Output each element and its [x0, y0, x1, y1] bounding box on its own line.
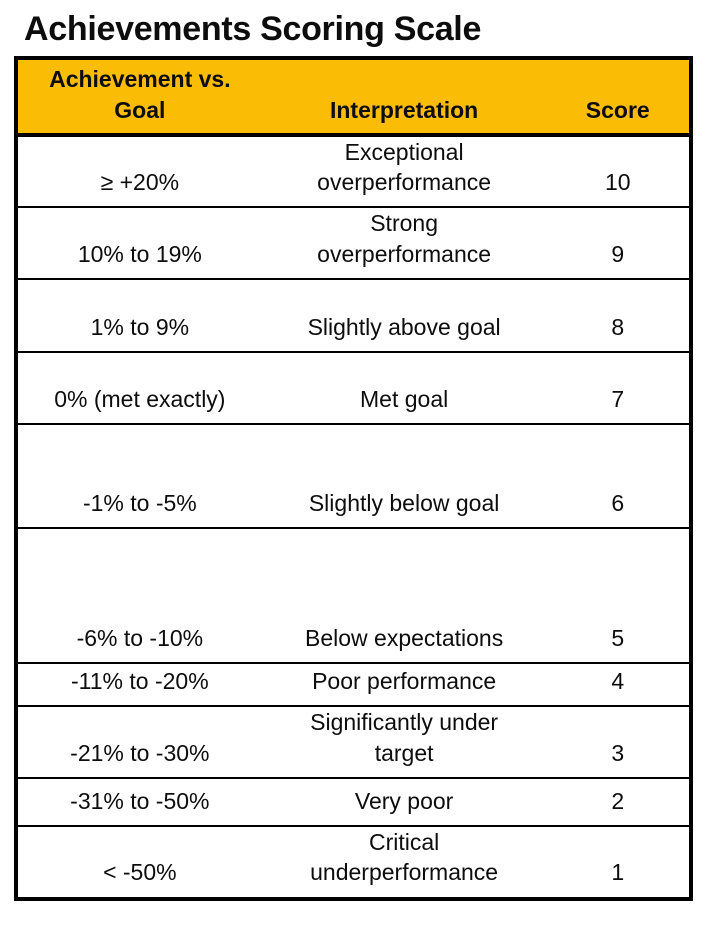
- table-row: 1% to 9% Slightly above goal 8: [16, 279, 691, 354]
- score-cell: 5: [546, 528, 691, 665]
- interpretation-text: Below expectations: [305, 624, 504, 651]
- table-header: Achievement vs. Goal Interpretation Scor…: [16, 58, 691, 137]
- interpretation-text: Significantly under target: [310, 709, 499, 766]
- range-cell: -31% to -50%: [16, 777, 262, 827]
- interpretation-cell: Exceptional overperformance: [261, 134, 547, 209]
- range-cell: -6% to -10%: [16, 528, 262, 665]
- interpretation-text: Very poor: [354, 787, 454, 814]
- interpretation-text: Slightly below goal: [308, 489, 500, 516]
- header-achievement-vs-goal: Achievement vs. Goal: [16, 58, 262, 137]
- range-cell: -21% to -30%: [16, 706, 262, 779]
- score-cell: 3: [546, 706, 691, 779]
- interpretation-cell: Slightly below goal: [261, 424, 547, 530]
- score-cell: 10: [546, 134, 691, 209]
- interpretation-cell: Met goal: [261, 352, 547, 426]
- range-cell: -1% to -5%: [16, 424, 262, 530]
- header-score: Score: [546, 58, 691, 137]
- interpretation-cell: Critical underperformance: [262, 826, 547, 899]
- interpretation-cell: Significantly under target: [261, 706, 547, 779]
- interpretation-cell: Slightly above goal: [261, 279, 547, 354]
- table-row: -31% to -50% Very poor 2: [16, 777, 691, 827]
- header-interpretation: Interpretation: [261, 58, 547, 137]
- header-achievement-line2: Goal: [114, 96, 166, 123]
- table-row: 10% to 19% Strong overperformance 9: [16, 207, 691, 281]
- table-row: 0% (met exactly) Met goal 7: [16, 352, 691, 426]
- score-cell: 7: [546, 352, 691, 426]
- interpretation-text: Poor performance: [312, 667, 497, 694]
- range-cell: 1% to 9%: [16, 279, 262, 354]
- range-cell: 10% to 19%: [16, 207, 262, 281]
- interpretation-cell: Strong overperformance: [261, 207, 547, 281]
- score-cell: 8: [546, 279, 691, 354]
- interpretation-text: Critical underperformance: [310, 828, 499, 886]
- table-body: ≥ +20% Exceptional overperformance 10 10…: [16, 134, 691, 899]
- interpretation-cell: Very poor: [261, 777, 547, 827]
- table-row: ≥ +20% Exceptional overperformance 10: [16, 134, 691, 209]
- range-cell: -11% to -20%: [16, 663, 262, 708]
- score-cell: 2: [546, 777, 691, 827]
- header-row: Achievement vs. Goal Interpretation Scor…: [16, 58, 691, 137]
- score-cell: 6: [546, 424, 691, 530]
- table-row: -6% to -10% Below expectations 5: [16, 528, 691, 665]
- range-cell: ≥ +20%: [16, 134, 262, 209]
- page-title: Achievements Scoring Scale: [24, 10, 482, 48]
- table-row: -21% to -30% Significantly under target …: [16, 706, 691, 779]
- range-cell: < -50%: [103, 859, 177, 886]
- scoring-scale-table: Achievement vs. Goal Interpretation Scor…: [14, 56, 693, 901]
- interpretation-cell: Poor performance: [261, 663, 547, 708]
- interpretation-text: Exceptional overperformance: [317, 138, 492, 196]
- score-cell: 9: [546, 207, 691, 281]
- interpretation-text: Met goal: [360, 385, 449, 412]
- interpretation-text: Slightly above goal: [307, 313, 501, 340]
- table-row: < -50% Critical underperformance 1: [16, 826, 691, 899]
- interpretation-text: Strong overperformance: [317, 210, 492, 267]
- score-cell: 1: [611, 859, 625, 886]
- table-row: -1% to -5% Slightly below goal 6: [16, 424, 691, 530]
- range-cell: 0% (met exactly): [16, 352, 262, 426]
- score-cell: 4: [546, 663, 691, 708]
- table-row: -11% to -20% Poor performance 4: [16, 663, 691, 708]
- header-achievement-line1: Achievement vs.: [49, 66, 231, 93]
- interpretation-cell: Below expectations: [261, 528, 547, 665]
